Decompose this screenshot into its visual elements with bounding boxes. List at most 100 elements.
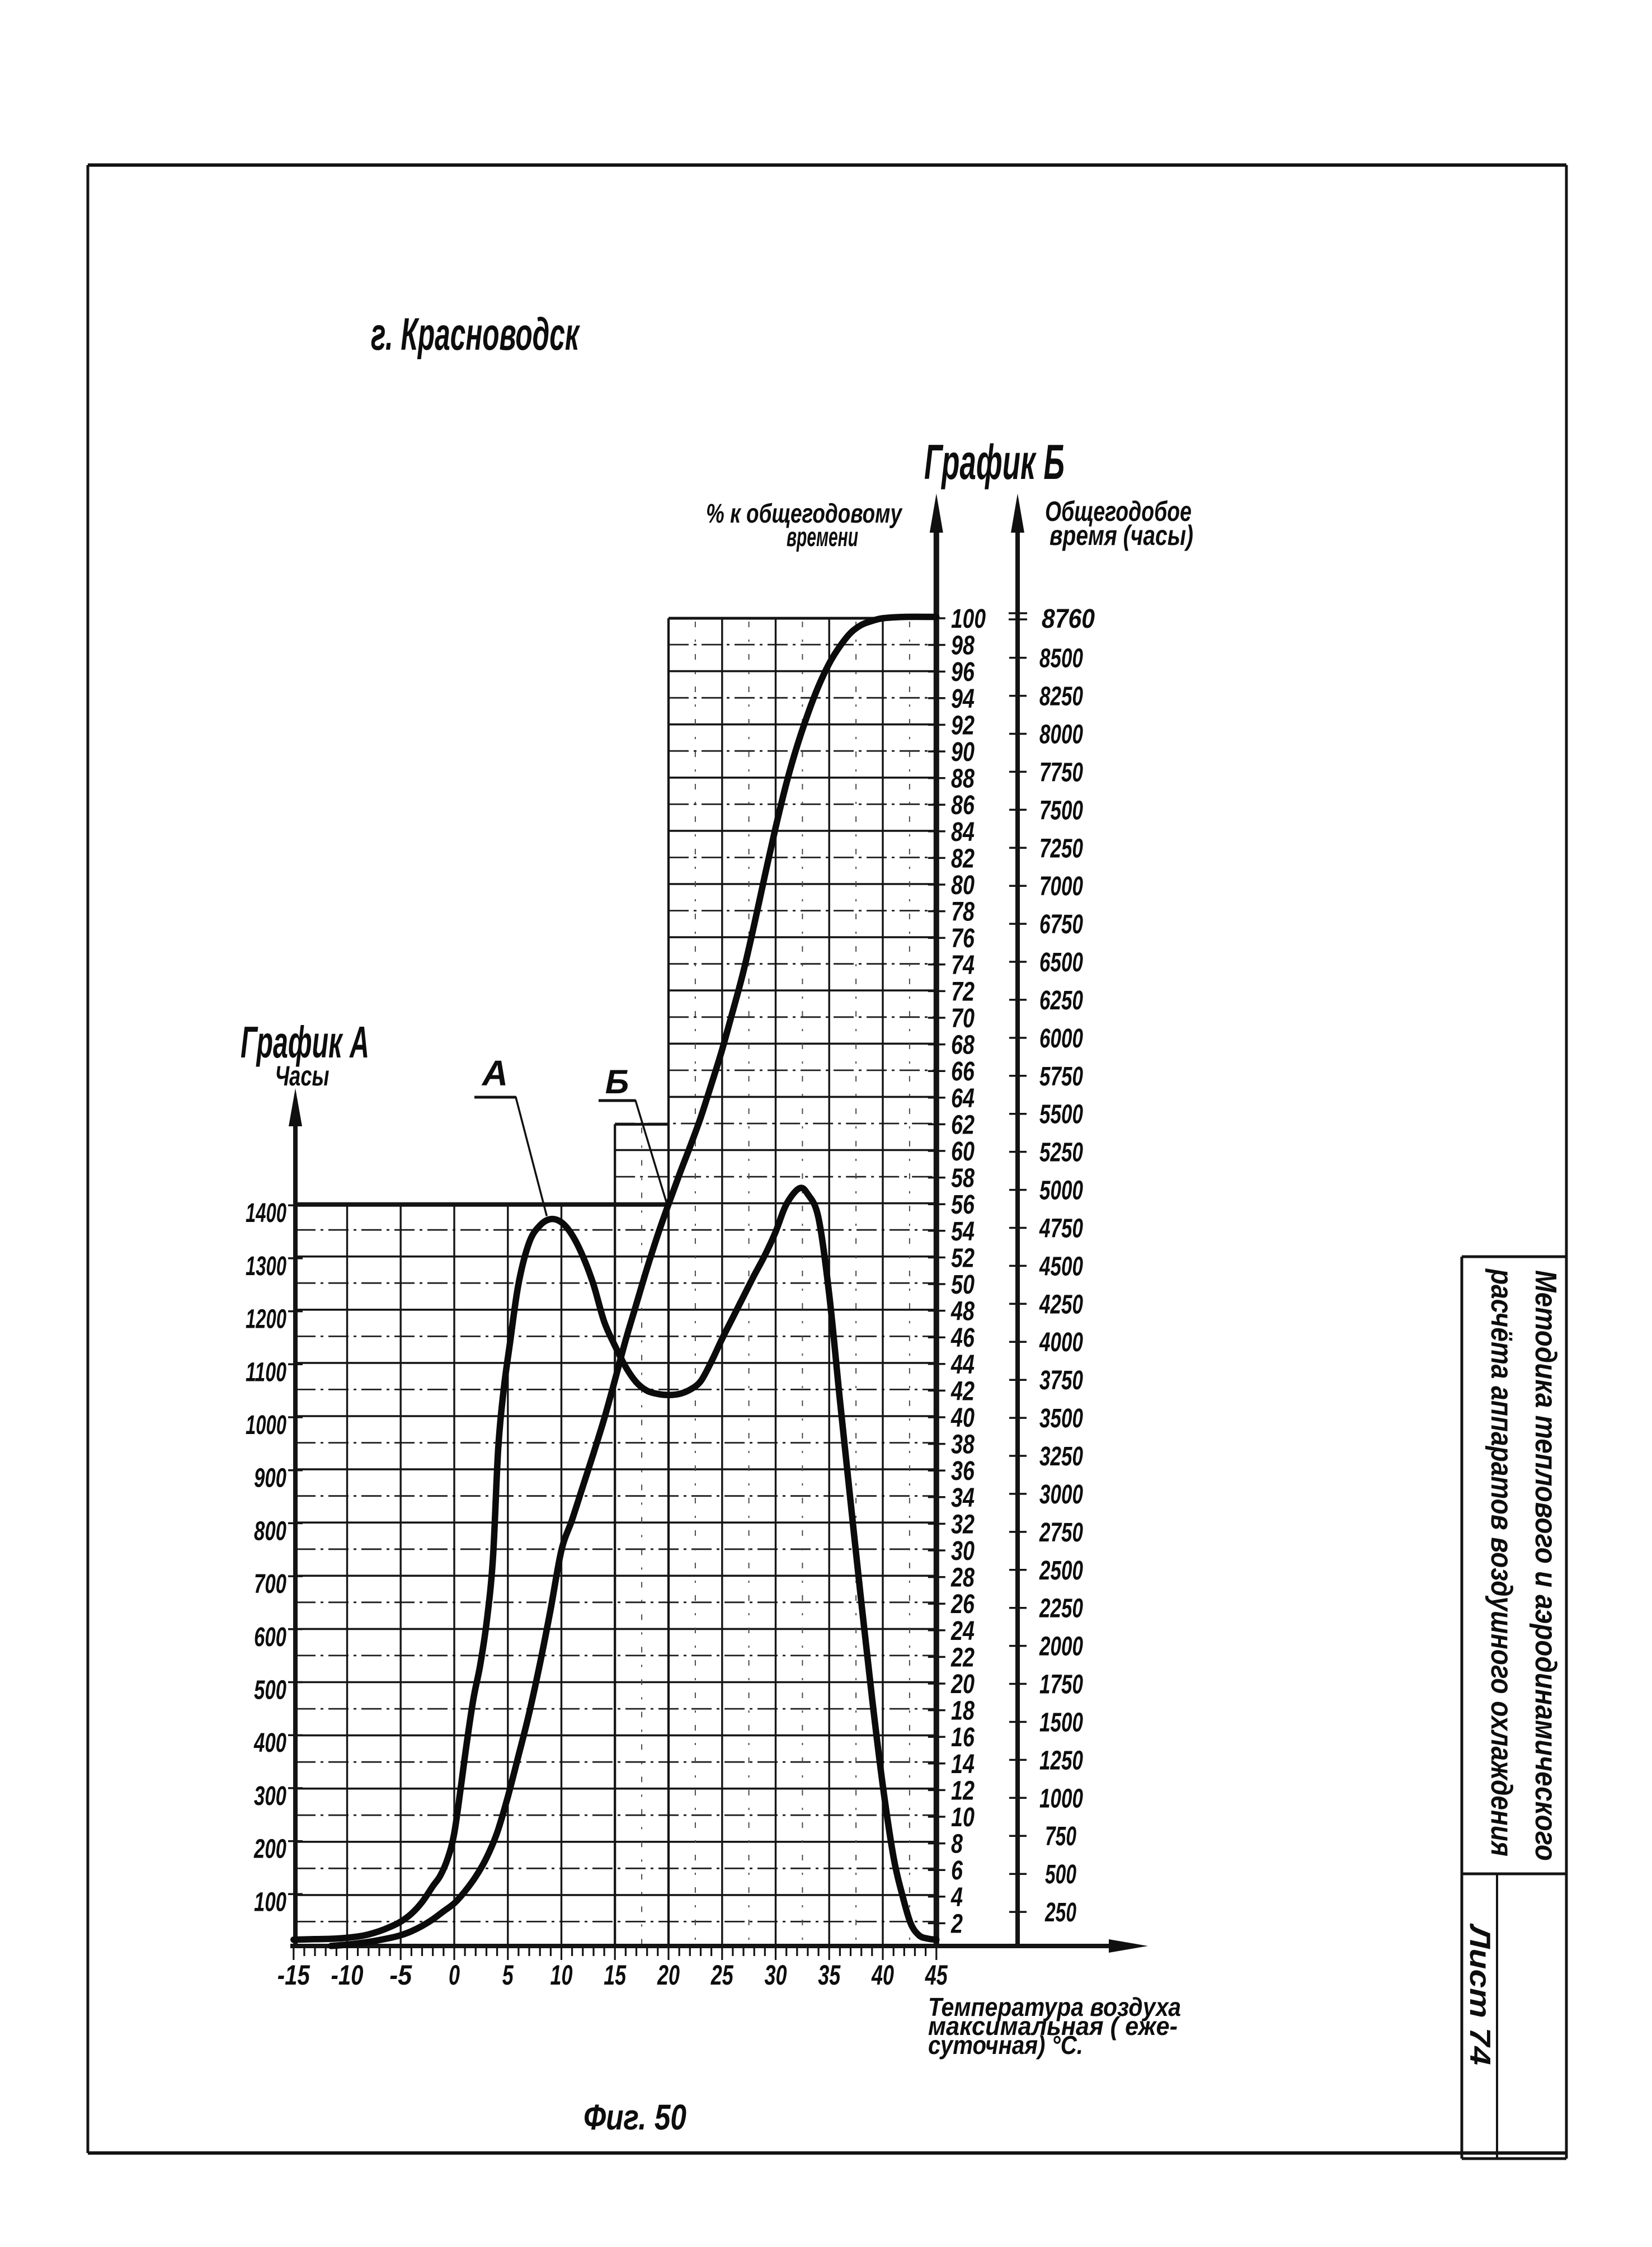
svg-text:46: 46 [950,1323,975,1353]
svg-text:88: 88 [951,764,975,794]
svg-text:суточная) °C.: суточная) °C. [928,2030,1083,2060]
svg-text:42: 42 [950,1376,975,1406]
svg-text:10: 10 [951,1803,975,1832]
svg-text:1400: 1400 [246,1198,286,1228]
svg-text:3500: 3500 [1039,1404,1083,1433]
svg-text:-15: -15 [277,1959,310,1991]
svg-text:Общегодобое: Общегодобое [1045,496,1192,527]
svg-text:98: 98 [951,631,975,661]
svg-text:максимальная ( еже-: максимальная ( еже- [928,2011,1178,2041]
svg-text:4000: 4000 [1039,1328,1083,1357]
svg-text:84: 84 [951,817,975,847]
svg-text:2000: 2000 [1039,1632,1083,1662]
svg-text:20: 20 [950,1670,975,1699]
svg-text:4750: 4750 [1039,1214,1083,1244]
svg-text:2750: 2750 [1039,1518,1083,1548]
svg-text:22: 22 [950,1643,975,1672]
svg-text:Температура воздуха: Температура воздуха [928,1992,1181,2022]
svg-text:12: 12 [951,1776,975,1806]
svg-text:68: 68 [951,1031,975,1060]
svg-text:45: 45 [925,1959,948,1991]
svg-text:1750: 1750 [1039,1670,1083,1700]
svg-text:6750: 6750 [1039,910,1083,939]
svg-text:10: 10 [550,1959,573,1991]
svg-text:5250: 5250 [1039,1138,1083,1168]
svg-text:90: 90 [951,737,975,767]
svg-text:2500: 2500 [1039,1556,1083,1586]
svg-text:4: 4 [950,1883,963,1912]
svg-text:4250: 4250 [1039,1290,1083,1319]
svg-text:32: 32 [951,1510,975,1539]
svg-text:58: 58 [951,1164,975,1193]
svg-text:А: А [481,1053,508,1093]
svg-text:5500: 5500 [1039,1100,1083,1130]
svg-text:52: 52 [951,1243,975,1273]
svg-text:% к общегодовому: % к общегодовому [706,499,903,529]
svg-text:3000: 3000 [1039,1480,1083,1510]
svg-text:3750: 3750 [1039,1366,1083,1395]
svg-text:30: 30 [951,1536,975,1566]
svg-text:8500: 8500 [1039,644,1083,674]
svg-text:1250: 1250 [1039,1746,1083,1775]
svg-text:56: 56 [951,1190,975,1220]
svg-text:График А: График А [241,1017,369,1067]
svg-text:26: 26 [950,1590,975,1619]
svg-text:44: 44 [950,1350,975,1380]
svg-text:6500: 6500 [1039,948,1083,977]
svg-text:400: 400 [253,1728,286,1758]
svg-text:36: 36 [951,1456,975,1486]
svg-text:1000: 1000 [1039,1784,1083,1813]
svg-text:18: 18 [951,1696,975,1726]
svg-text:Фиг. 50: Фиг. 50 [583,2097,686,2137]
svg-text:5: 5 [502,1959,514,1991]
svg-text:4500: 4500 [1039,1252,1083,1281]
svg-text:времени: времени [787,523,858,552]
svg-text:92: 92 [951,711,975,740]
svg-text:72: 72 [951,977,975,1007]
svg-text:74: 74 [951,951,975,980]
svg-text:40: 40 [950,1403,975,1433]
svg-text:1500: 1500 [1039,1708,1083,1738]
svg-text:70: 70 [951,1004,975,1033]
svg-text:500: 500 [1045,1860,1076,1889]
svg-text:250: 250 [1044,1898,1076,1928]
svg-text:100: 100 [254,1887,286,1917]
svg-text:6000: 6000 [1039,1024,1083,1054]
svg-text:-10: -10 [331,1959,364,1991]
svg-text:6: 6 [951,1856,963,1886]
svg-text:0: 0 [449,1959,460,1991]
svg-text:7750: 7750 [1039,758,1083,787]
svg-text:7500: 7500 [1039,796,1083,825]
svg-text:40: 40 [871,1959,894,1991]
svg-text:25: 25 [710,1959,734,1991]
svg-text:50: 50 [951,1270,975,1300]
svg-text:96: 96 [951,657,975,687]
svg-text:г. Красноводск: г. Красноводск [371,309,580,360]
svg-text:1300: 1300 [246,1252,286,1281]
svg-text:2: 2 [950,1909,963,1939]
svg-text:8250: 8250 [1039,682,1083,712]
svg-text:Методика теплового и аэроди: Методика теплового и аэродинамического [1529,1270,1562,1861]
svg-text:7000: 7000 [1039,872,1083,901]
svg-text:График Б: График Б [924,434,1065,490]
svg-text:16: 16 [951,1723,975,1752]
svg-text:82: 82 [951,844,975,873]
svg-text:86: 86 [951,791,975,820]
svg-text:-5: -5 [389,1959,412,1991]
svg-text:15: 15 [604,1959,627,1991]
svg-text:700: 700 [254,1569,286,1599]
svg-text:94: 94 [951,684,975,714]
svg-text:76: 76 [951,924,975,953]
svg-text:1100: 1100 [246,1357,286,1387]
svg-text:500: 500 [254,1676,286,1705]
svg-text:2250: 2250 [1039,1594,1083,1624]
svg-text:80: 80 [951,871,975,900]
svg-text:8: 8 [951,1830,963,1859]
svg-text:время (часы): время (часы) [1049,520,1193,551]
svg-text:300: 300 [254,1781,286,1811]
svg-text:66: 66 [951,1057,975,1087]
svg-text:1000: 1000 [246,1411,286,1440]
svg-text:200: 200 [253,1835,286,1864]
svg-text:35: 35 [818,1959,841,1991]
svg-text:20: 20 [657,1959,680,1991]
